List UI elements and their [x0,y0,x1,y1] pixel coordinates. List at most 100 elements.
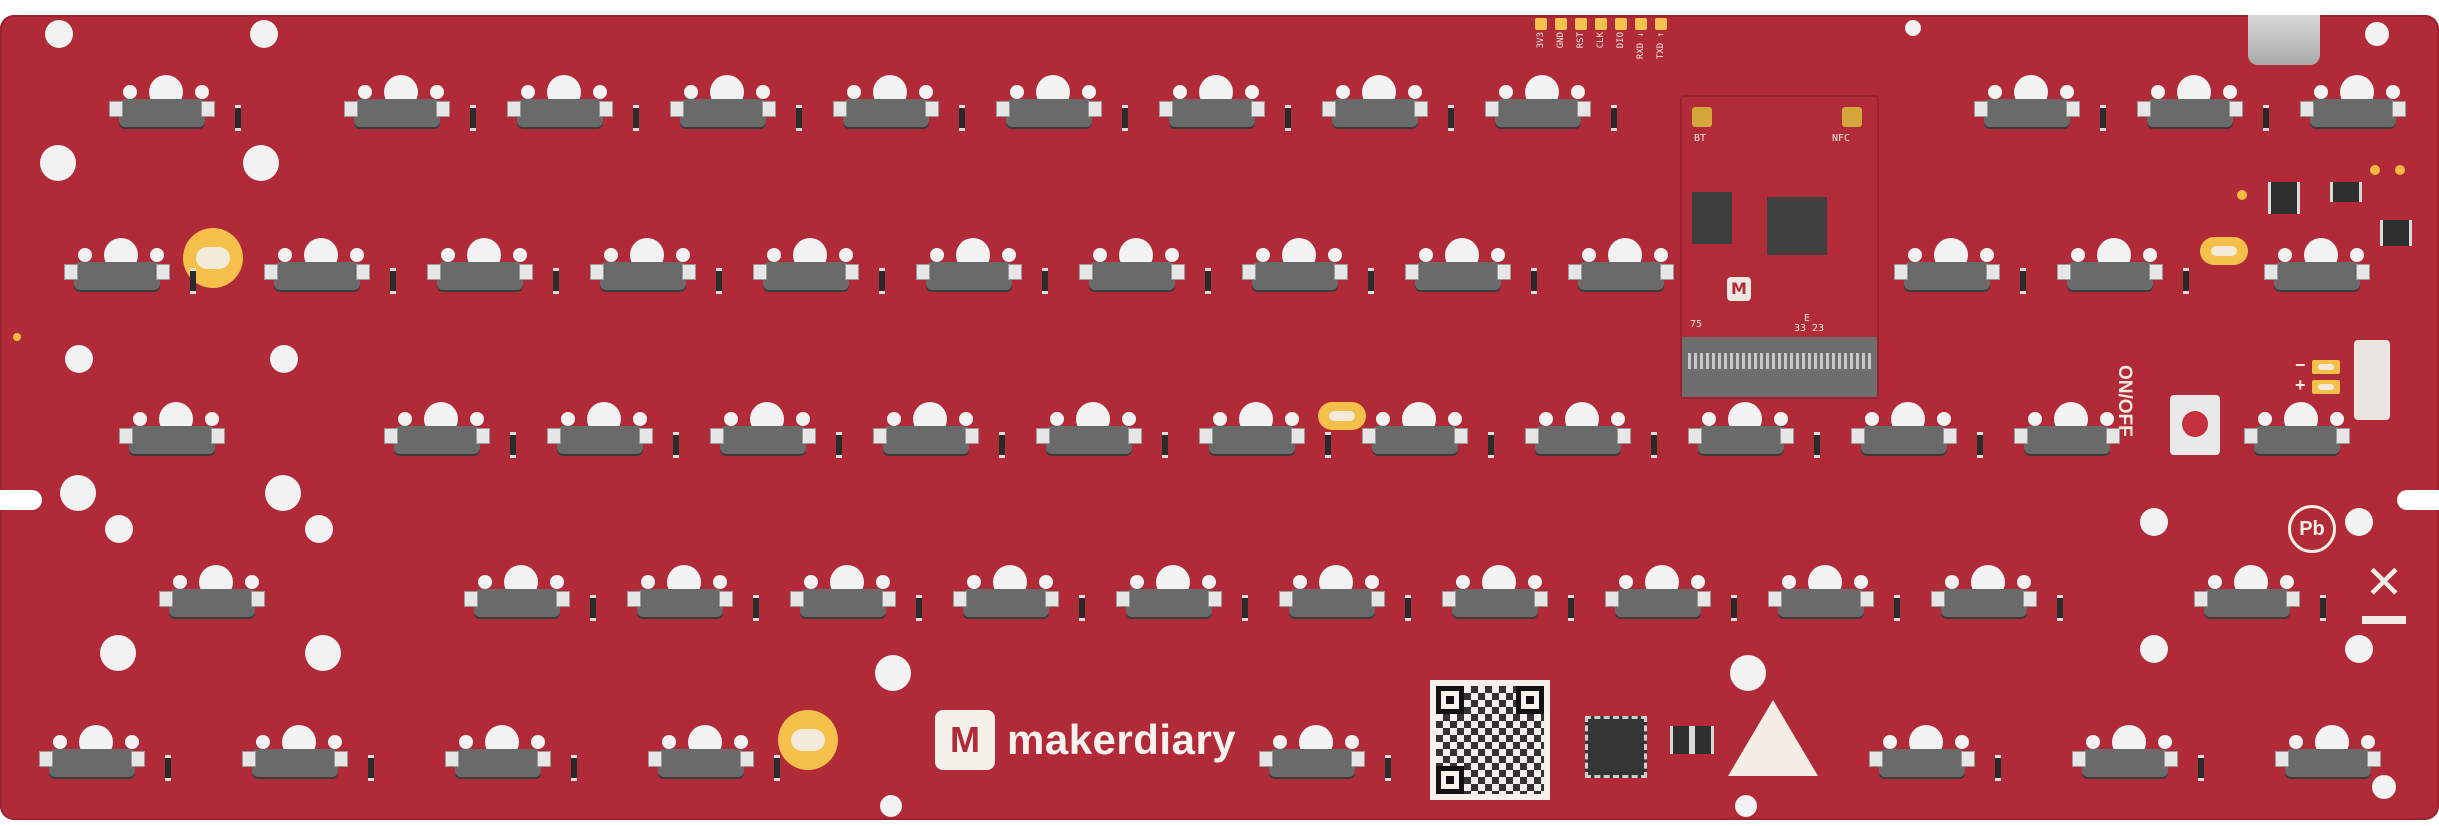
module-label: 75 [1690,319,1703,330]
pin: CLK [1595,18,1607,59]
key-switch [656,75,802,145]
key-switch [1471,75,1617,145]
key-switch [1511,402,1657,472]
test-pad [2237,190,2247,200]
key-switch [493,75,639,145]
key-switch [228,725,374,795]
pin: DIO [1615,18,1627,59]
mcu-chip [1585,716,1647,778]
brand: M makerdiary [935,710,1236,770]
mount-hole [45,20,73,48]
key-switch [25,725,171,795]
key-switch [1554,238,1684,308]
key-switch [613,565,759,635]
brand-name: makerdiary [1007,716,1237,763]
key-switch [776,565,922,635]
battery-pad [2312,360,2340,374]
pin: 3V3 [1535,18,1547,59]
makerdiary-logo-icon: M [935,710,995,770]
mount-hole [2345,635,2373,663]
key-switch [1837,402,1983,472]
gold-slot [1318,402,1366,430]
esd-warning-icon [1728,700,1818,776]
key-switch [250,238,396,308]
key-switch [145,565,275,635]
key-switch [1145,75,1291,145]
smd-component [2330,182,2362,202]
key-switch [1917,565,2063,635]
module-chip [1767,197,1827,255]
pin: RST [1575,18,1587,59]
key-switch [1065,238,1211,308]
key-switch [2058,725,2204,795]
mount-hole [270,345,298,373]
mount-hole [1730,655,1766,691]
mount-hole [2365,22,2389,46]
battery-connector [2354,340,2390,420]
pin: TXD ↑ [1655,18,1667,59]
antenna-connector [1842,107,1862,127]
key-switch [95,75,241,145]
key-switch [330,75,476,145]
key-switch [1102,565,1248,635]
battery-pad [2312,380,2340,394]
m2-edge-connector [1682,337,1877,397]
key-switch [2123,75,2269,145]
mount-hole [265,475,301,511]
mount-hole [60,475,96,511]
test-pad [13,333,21,341]
key-switch [2180,565,2326,635]
module-label: 23 [1812,323,1825,334]
key-switch [1591,565,1737,635]
key-switch [696,402,842,472]
key-switch [1880,238,2026,308]
battery-minus-label: − [2295,355,2306,375]
qr-code [1430,680,1550,800]
usb-c-port [2248,15,2320,65]
mount-hole [250,20,278,48]
key-switch [939,565,1085,635]
key-switch [739,238,885,308]
key-switch [982,75,1128,145]
key-switch [2286,75,2416,145]
battery-plus-label: + [2295,375,2306,395]
mount-hole [1905,20,1921,36]
key-switch [450,565,596,635]
key-switch [1265,565,1411,635]
key-switch [859,402,1005,472]
gold-slot [2200,237,2248,265]
weee-bin-icon: ✕ [2364,555,2404,609]
key-switch [1228,238,1374,308]
key-switch [533,402,679,472]
key-switch [634,725,780,795]
smd-component [1670,726,1692,754]
test-pad [2395,165,2405,175]
key-switch [2000,402,2130,472]
test-pad [2370,165,2380,175]
module-logo-icon: M [1727,277,1751,301]
antenna-connector [1692,107,1712,127]
key-switch [370,402,516,472]
key-switch [1674,402,1820,472]
debug-header: 3V3 GND RST CLK DIO RXD ↓ TXD ↑ [1535,18,1667,59]
key-switch [2261,725,2391,795]
mount-hole [2140,508,2168,536]
wireless-module: BT NFC M 75 E 33 23 [1680,95,1879,399]
key-switch [2043,238,2189,308]
key-switch [413,238,559,308]
power-button[interactable] [2170,395,2220,455]
edge-notch-left [0,490,42,510]
key-switch [431,725,577,795]
smd-component [2268,182,2300,214]
key-switch [50,238,196,308]
pin: RXD ↓ [1635,18,1647,59]
mount-hole [100,635,136,671]
key-switch [1348,402,1494,472]
mount-hole [2345,508,2373,536]
module-label: 33 [1794,323,1807,334]
on-off-label: ON/OFF [2114,365,2135,437]
mount-hole [305,515,333,543]
key-switch [1022,402,1168,472]
key-switch [1391,238,1537,308]
